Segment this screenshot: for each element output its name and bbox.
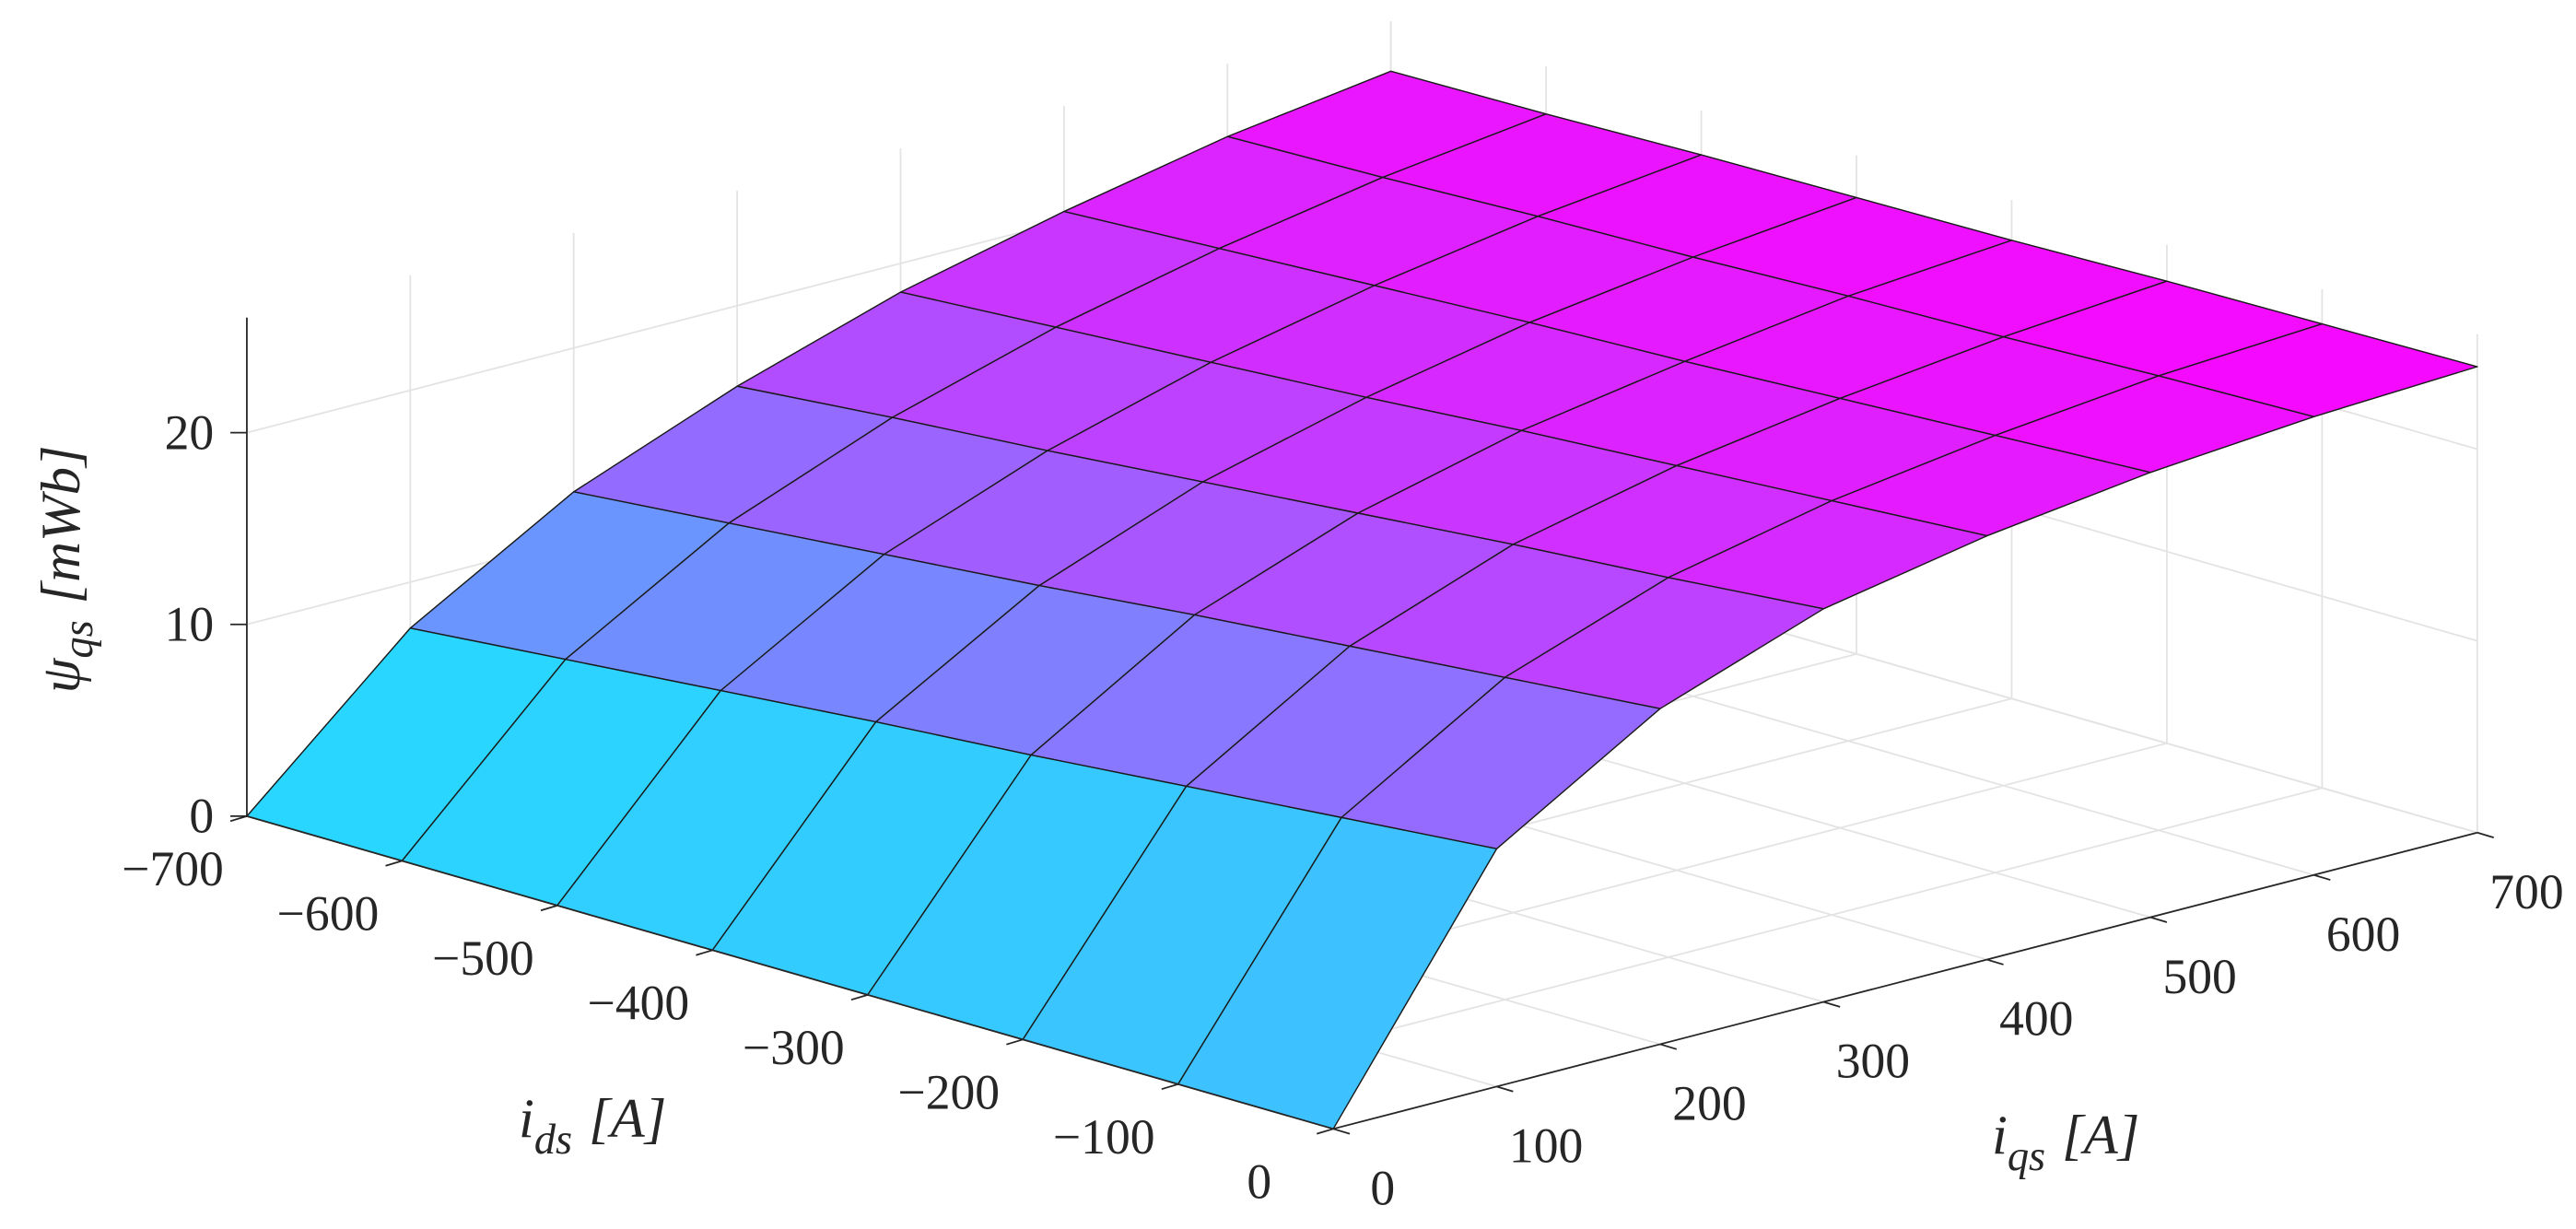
y-tick: [1496, 1085, 1514, 1093]
y-tick: [1332, 1128, 1351, 1135]
y-tick: [1986, 958, 2004, 966]
y-label-subscript: qs: [2008, 1133, 2045, 1180]
x-label-subscript: ds: [534, 1117, 572, 1164]
y-tick: [1659, 1043, 1678, 1050]
x-tick: [385, 860, 403, 867]
x-tick-label: −400: [588, 975, 690, 1030]
x-tick-label: −300: [743, 1020, 845, 1075]
y-tick: [1823, 1001, 1841, 1008]
y-tick-label: 600: [2326, 907, 2400, 962]
z-tick-label: 0: [189, 789, 214, 844]
y-axis-label: iqs [A]: [1992, 1105, 2139, 1180]
x-tick-label: −200: [898, 1064, 1001, 1119]
y-tick-label: 300: [1836, 1034, 1910, 1089]
x-tick: [1161, 1083, 1178, 1091]
y-label-symbol: i: [1992, 1105, 2008, 1166]
z-axis-label: ψqs [mWb]: [30, 445, 102, 693]
x-label-unit: [A]: [589, 1088, 666, 1150]
x-tick: [1006, 1038, 1024, 1046]
y-tick: [2149, 916, 2168, 923]
x-tick-label: −600: [277, 885, 380, 941]
y-tick: [2313, 873, 2331, 881]
z-label-unit: [mWb]: [30, 445, 92, 603]
surface: [246, 70, 2478, 1130]
x-label-symbol: i: [519, 1088, 534, 1150]
z-label-symbol: ψ: [30, 657, 92, 693]
x-axis-line: [246, 815, 1334, 1130]
x-axis-label: ids [A]: [519, 1088, 666, 1164]
x-tick: [850, 993, 869, 1001]
z-label-subscript: qs: [55, 620, 102, 658]
y-tick-label: 500: [2162, 949, 2236, 1004]
y-axis-line: [1332, 831, 2478, 1130]
z-tick-label: 20: [165, 404, 215, 460]
x-tick-label: −100: [1053, 1109, 1155, 1165]
y-label-unit: [A]: [2062, 1105, 2139, 1166]
x-tick-label: 0: [1247, 1153, 1271, 1209]
y-tick-label: 0: [1370, 1160, 1395, 1215]
x-tick: [1317, 1128, 1334, 1135]
z-tick-label: 10: [165, 597, 215, 652]
x-tick-label: −700: [122, 841, 224, 896]
y-tick-label: 700: [2489, 864, 2563, 919]
x-tick: [696, 949, 713, 956]
y-tick-label: 400: [1999, 991, 2073, 1047]
y-tick: [2476, 831, 2494, 838]
y-tick-label: 100: [1509, 1118, 1583, 1174]
x-tick-label: −500: [432, 931, 534, 986]
y-tick-label: 200: [1672, 1076, 1746, 1131]
x-tick: [540, 905, 558, 912]
